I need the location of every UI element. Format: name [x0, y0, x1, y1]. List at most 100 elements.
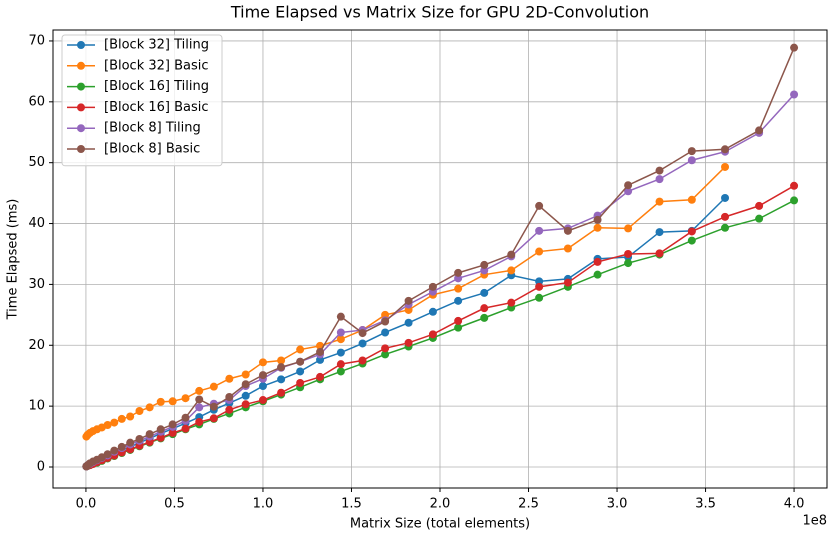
data-point	[277, 388, 286, 397]
data-point	[593, 223, 602, 232]
x-axis-label: Matrix Size (total elements)	[350, 517, 530, 532]
data-point	[721, 193, 730, 202]
legend: [Block 32] Tiling [Block 32] Basic [Block …	[61, 34, 223, 167]
data-point	[296, 345, 305, 354]
data-point	[296, 367, 305, 376]
data-point	[381, 350, 390, 359]
y-tick-label: 70	[28, 33, 45, 48]
data-point	[145, 438, 154, 447]
data-point	[316, 355, 325, 364]
y-tick-label: 10	[28, 399, 45, 414]
data-point	[535, 226, 544, 235]
data-point	[624, 187, 633, 196]
data-point	[168, 420, 177, 429]
data-point	[336, 328, 345, 337]
data-point	[404, 338, 413, 347]
data-point	[428, 330, 437, 339]
legend-marker	[77, 61, 85, 70]
data-point	[535, 247, 544, 256]
data-point	[225, 405, 234, 414]
data-point	[480, 266, 489, 275]
x-tick-label: 2.5	[518, 497, 539, 512]
data-point	[258, 358, 267, 367]
data-point	[790, 181, 799, 190]
data-point	[687, 156, 696, 165]
data-point	[480, 288, 489, 297]
data-point	[336, 312, 345, 321]
data-point	[454, 323, 463, 332]
data-point	[277, 363, 286, 372]
data-point	[296, 379, 305, 388]
data-point	[195, 417, 204, 426]
data-point	[535, 201, 544, 210]
series-line	[86, 197, 726, 468]
x-tick-label: 0.0	[76, 497, 97, 512]
data-point	[721, 212, 730, 221]
data-point	[117, 414, 126, 423]
data-point	[145, 430, 154, 439]
data-point	[381, 344, 390, 353]
data-point	[103, 450, 112, 459]
data-point	[358, 339, 367, 348]
data-point	[336, 360, 345, 369]
data-point	[593, 257, 602, 266]
legend-label: [Block 8] Basic	[104, 142, 200, 157]
data-point	[563, 226, 572, 235]
data-point	[258, 382, 267, 391]
data-point	[563, 278, 572, 287]
data-point	[225, 374, 234, 383]
legend-label: [Block 8] Tiling	[104, 121, 201, 136]
data-point	[428, 307, 437, 316]
data-point	[110, 418, 119, 427]
data-point	[168, 428, 177, 437]
data-point	[209, 402, 218, 411]
y-tick-label: 60	[28, 94, 45, 109]
data-point	[181, 394, 190, 403]
data-point	[428, 282, 437, 291]
data-point	[624, 224, 633, 233]
data-point	[454, 296, 463, 305]
data-point	[454, 316, 463, 325]
data-point	[755, 214, 764, 223]
x-tick-label: 2.0	[430, 497, 451, 512]
data-point	[535, 282, 544, 291]
data-point	[454, 268, 463, 277]
data-point	[241, 370, 250, 379]
data-point	[480, 260, 489, 269]
data-point	[358, 329, 367, 338]
data-point	[336, 335, 345, 344]
data-point	[480, 313, 489, 322]
data-point	[225, 393, 234, 402]
legend-marker	[77, 82, 85, 91]
data-point	[687, 195, 696, 204]
x-tick-label: 3.0	[607, 497, 628, 512]
x-tick-label: 1.5	[341, 497, 362, 512]
x-tick-label: 1.0	[253, 497, 274, 512]
chart-title: Time Elapsed vs Matrix Size for GPU 2D-C…	[230, 3, 649, 22]
data-point	[358, 356, 367, 365]
data-point	[316, 347, 325, 356]
data-point	[624, 249, 633, 258]
legend-marker	[77, 103, 85, 112]
data-point	[655, 166, 664, 175]
data-point	[687, 236, 696, 245]
data-point	[209, 414, 218, 423]
x-tick-label: 3.5	[695, 497, 716, 512]
y-tick-label: 30	[28, 277, 45, 292]
data-point	[336, 348, 345, 357]
data-point	[507, 266, 516, 275]
legend-box	[61, 34, 223, 167]
data-point	[336, 367, 345, 376]
legend-marker	[77, 41, 85, 49]
data-point	[381, 310, 390, 319]
data-point	[755, 126, 764, 135]
data-point	[195, 403, 204, 412]
data-point	[241, 380, 250, 389]
legend-marker	[77, 124, 85, 133]
x-tick-label: 4.0	[784, 497, 805, 512]
data-point	[454, 274, 463, 283]
data-point	[145, 403, 154, 412]
data-point	[535, 277, 544, 286]
legend-label: [Block 16] Basic	[104, 100, 209, 115]
